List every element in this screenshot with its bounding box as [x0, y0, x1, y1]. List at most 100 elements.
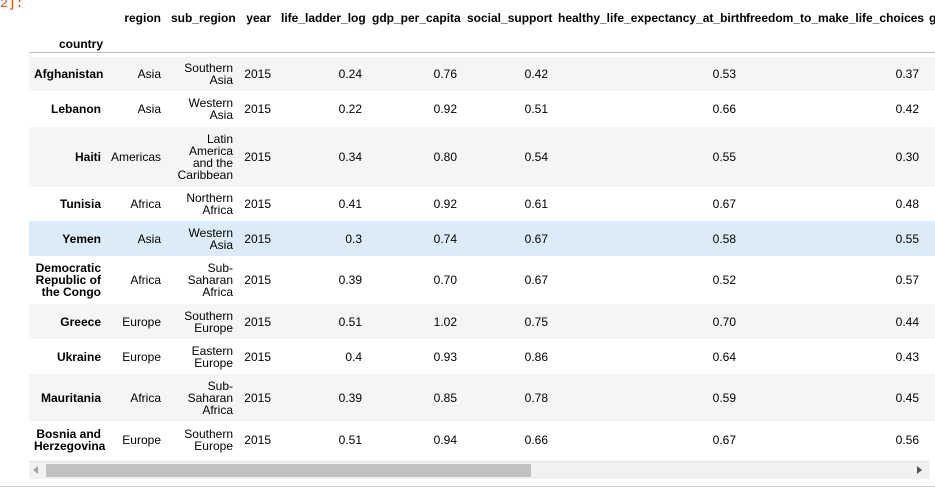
table-row: Mauritania Africa Sub-Saharan Africa 2015 0.…	[29, 374, 935, 421]
cell-region: Europe	[122, 314, 161, 329]
cell-region: Asia	[137, 67, 161, 81]
column-header: gdp_per_capita	[372, 11, 461, 25]
table-row: Democratic Republic of the Congo Africa Su…	[29, 256, 935, 304]
scrollbar-thumb[interactable]	[46, 464, 531, 477]
cell-life-ladder-log: 0.22	[338, 102, 362, 116]
cell-healthy-life-expectancy-at-birth: 0.66	[712, 102, 736, 116]
cell-life-ladder-log: 0.39	[338, 390, 362, 405]
cell-gdp-per-capita: 0.80	[433, 150, 457, 164]
cell-region: Europe	[122, 349, 161, 364]
table-row: Greece Europe Southern Europe 2015 0.51 1.02 0…	[29, 304, 935, 339]
cell-sub-region: Eastern Europe	[191, 343, 233, 370]
cell-healthy-life-expectancy-at-birth: 0.70	[712, 314, 736, 329]
cell-social-support: 0.51	[524, 102, 548, 116]
table-row: Yemen Asia Western Asia 2015 0.3 0.74 0.67 0.58…	[29, 221, 935, 256]
cell-year: 2015	[244, 67, 271, 81]
index-name-header: country	[59, 37, 104, 51]
cell-year: 2015	[244, 102, 271, 116]
scroll-left-arrow-icon[interactable]	[33, 466, 38, 474]
row-index-country: Ukraine	[56, 349, 101, 364]
row-index-country: Mauritania	[40, 390, 101, 405]
cell-gdp-per-capita: 0.92	[433, 102, 457, 116]
cell-social-support: 0.67	[524, 231, 548, 246]
cell-region: Europe	[122, 432, 161, 447]
cell-gdp-per-capita: 0.93	[433, 349, 457, 364]
cell-sub-region: Southern Asia	[184, 61, 233, 87]
cell-region: Africa	[130, 390, 161, 405]
cell-gdp-per-capita: 0.70	[433, 273, 457, 287]
cell-divider	[0, 486, 935, 487]
column-header: healthy_life_expectancy_at_birth	[558, 11, 747, 25]
dataframe-output: region sub_region year life_ladder_log g…	[29, 0, 935, 478]
cell-truncated	[924, 127, 935, 187]
table-row: Ukraine Europe Eastern Europe 2015 0.4 0.93 0.…	[29, 339, 935, 374]
column-header: sub_region	[171, 11, 236, 25]
cell-truncated	[924, 91, 935, 127]
cell-healthy-life-expectancy-at-birth: 0.67	[712, 432, 736, 447]
cell-social-support: 0.66	[524, 432, 548, 447]
row-index-country: Tunisia	[59, 197, 101, 211]
cell-gdp-per-capita: 0.76	[433, 67, 457, 81]
row-index-country: Greece	[60, 314, 101, 329]
cell-year: 2015	[244, 349, 271, 364]
cell-life-ladder-log: 0.4	[345, 349, 362, 364]
cell-freedom-to-make-life-choices: 0.45	[895, 390, 919, 405]
cell-sub-region: Sub-Saharan Africa	[187, 261, 233, 299]
column-header: year	[246, 11, 271, 25]
cell-gdp-per-capita: 0.94	[433, 432, 457, 447]
cell-region: Asia	[137, 231, 161, 246]
cell-year: 2015	[244, 432, 271, 447]
table-row: Lebanon Asia Western Asia 2015 0.22 0.92 0.51 0…	[29, 91, 935, 127]
scroll-right-arrow-icon[interactable]	[917, 466, 922, 474]
dataframe-table: region sub_region year life_ladder_log g…	[29, 0, 935, 458]
cell-life-ladder-log: 0.51	[338, 432, 362, 447]
cell-sub-region: Southern Europe	[184, 308, 233, 335]
cell-sub-region: Northern Africa	[186, 191, 233, 217]
cell-social-support: 0.54	[524, 150, 548, 164]
cell-truncated	[924, 339, 935, 374]
cell-social-support: 0.42	[524, 67, 548, 81]
row-index-country: Bosnia and Herzegovina	[34, 426, 106, 453]
cell-freedom-to-make-life-choices: 0.55	[895, 231, 919, 246]
cell-gdp-per-capita: 0.92	[433, 197, 457, 211]
cell-freedom-to-make-life-choices: 0.42	[895, 102, 919, 116]
cell-freedom-to-make-life-choices: 0.43	[895, 349, 919, 364]
cell-region: Asia	[137, 102, 161, 116]
cell-truncated	[924, 57, 935, 91]
cell-sub-region: Latin America and the Caribbean	[177, 132, 233, 182]
cell-healthy-life-expectancy-at-birth: 0.58	[712, 231, 736, 246]
cell-year: 2015	[244, 197, 271, 211]
cell-gdp-per-capita: 0.85	[433, 390, 457, 405]
column-header: life_ladder_log	[281, 11, 366, 25]
cell-freedom-to-make-life-choices: 0.44	[895, 314, 919, 329]
cell-year: 2015	[244, 390, 271, 405]
cell-truncated	[924, 421, 935, 458]
cell-truncated	[924, 256, 935, 304]
dataframe-body: Afghanistan Asia Southern Asia 2015 0.24 0.76…	[29, 53, 935, 458]
cell-life-ladder-log: 0.41	[338, 197, 362, 211]
cell-truncated	[924, 187, 935, 221]
cell-freedom-to-make-life-choices: 0.48	[895, 197, 919, 211]
cell-sub-region: Southern Europe	[184, 426, 233, 453]
row-index-country: Haiti	[74, 150, 101, 164]
table-row: Tunisia Africa Northern Africa 2015 0.41 0.92…	[29, 187, 935, 221]
cell-sub-region: Western Asia	[188, 225, 233, 252]
cell-year: 2015	[244, 273, 271, 287]
row-index-country: Yemen	[62, 231, 101, 246]
cell-truncated	[924, 304, 935, 339]
row-index-country: Afghanistan	[34, 67, 104, 81]
cell-social-support: 0.78	[524, 390, 548, 405]
cell-social-support: 0.61	[524, 197, 548, 211]
horizontal-scrollbar[interactable]	[29, 461, 930, 479]
cell-healthy-life-expectancy-at-birth: 0.59	[712, 390, 736, 405]
cell-year: 2015	[244, 231, 271, 246]
table-row: Afghanistan Asia Southern Asia 2015 0.24 0.76…	[29, 57, 935, 91]
cell-gdp-per-capita: 0.74	[433, 231, 457, 246]
cell-gdp-per-capita: 1.02	[433, 314, 457, 329]
cell-healthy-life-expectancy-at-birth: 0.67	[712, 197, 736, 211]
column-header-row: region sub_region year life_ladder_log g…	[29, 0, 935, 36]
cell-healthy-life-expectancy-at-birth: 0.52	[712, 273, 736, 287]
column-header: freedom_to_make_life_choices	[746, 11, 925, 25]
cell-life-ladder-log: 0.51	[338, 314, 362, 329]
